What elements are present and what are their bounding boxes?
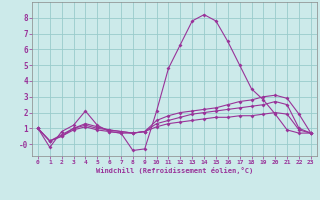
X-axis label: Windchill (Refroidissement éolien,°C): Windchill (Refroidissement éolien,°C) bbox=[96, 167, 253, 174]
